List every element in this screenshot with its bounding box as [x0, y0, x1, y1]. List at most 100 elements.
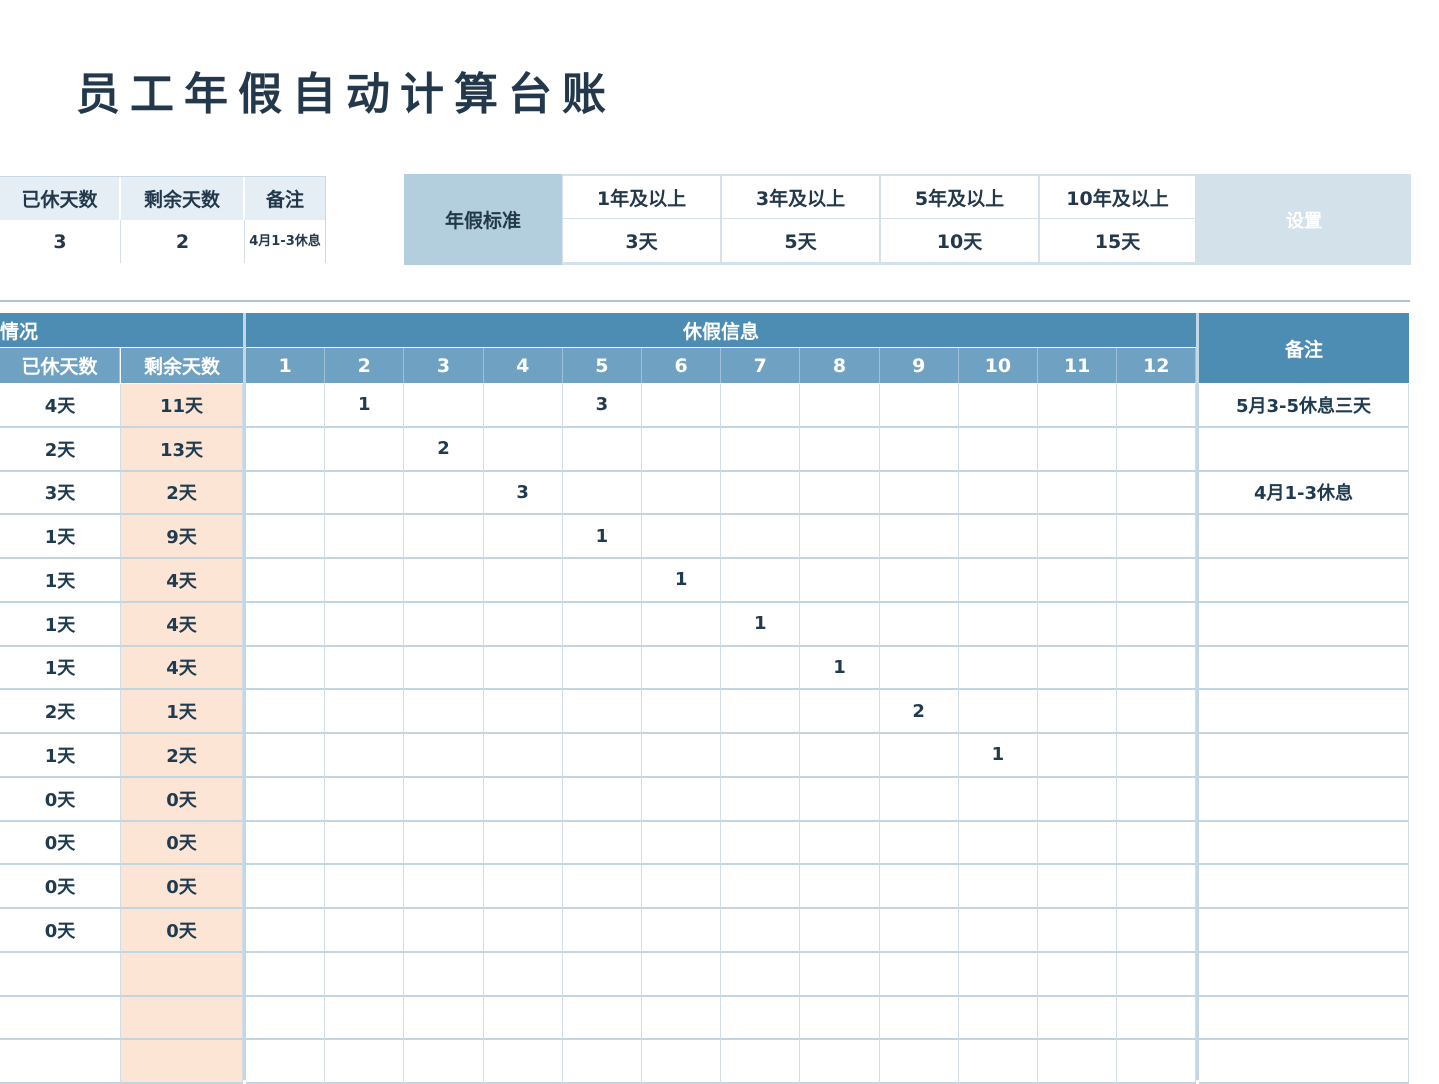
standard-level-1-days[interactable]: 3天	[563, 219, 721, 262]
month-cell[interactable]	[1117, 1040, 1197, 1084]
month-cell[interactable]	[404, 646, 484, 691]
month-cell[interactable]	[562, 996, 642, 1041]
used-days-cell[interactable]: 1天	[0, 602, 121, 647]
remaining-days-cell[interactable]: 4天	[121, 646, 243, 691]
month-cell[interactable]	[958, 471, 1038, 516]
standard-level-4-days[interactable]: 15天	[1040, 219, 1196, 262]
month-cell[interactable]	[246, 559, 326, 603]
month-cell[interactable]: 1	[325, 384, 405, 428]
used-days-cell[interactable]: 3天	[0, 471, 121, 516]
month-cell[interactable]	[483, 646, 563, 691]
month-cell[interactable]	[1038, 821, 1118, 866]
note-cell[interactable]	[1199, 865, 1409, 909]
month-cell[interactable]	[1117, 777, 1197, 822]
month-cell[interactable]	[1038, 734, 1118, 778]
month-cell[interactable]	[483, 602, 563, 647]
remaining-days-cell[interactable]: 11天	[121, 384, 243, 428]
month-cell[interactable]	[1038, 427, 1118, 472]
month-cell[interactable]	[562, 734, 642, 778]
month-cell[interactable]	[325, 821, 405, 866]
remaining-days-cell[interactable]	[121, 1040, 243, 1084]
month-cell[interactable]	[246, 471, 326, 516]
month-cell[interactable]	[562, 646, 642, 691]
used-days-cell[interactable]: 0天	[0, 909, 121, 953]
month-cell[interactable]	[642, 471, 722, 516]
month-cell[interactable]	[958, 427, 1038, 472]
month-cell[interactable]	[879, 646, 959, 691]
month-cell[interactable]	[800, 427, 880, 472]
month-cell[interactable]	[325, 559, 405, 603]
month-cell[interactable]	[483, 1040, 563, 1084]
month-cell[interactable]	[1117, 471, 1197, 516]
month-cell[interactable]: 1	[721, 602, 801, 647]
used-days-cell[interactable]	[0, 1040, 121, 1084]
remaining-days-cell[interactable]: 4天	[121, 559, 243, 603]
month-cell[interactable]	[1117, 690, 1197, 734]
month-cell[interactable]	[879, 952, 959, 997]
month-cell[interactable]	[1117, 865, 1197, 909]
month-cell[interactable]	[325, 471, 405, 516]
month-cell[interactable]	[246, 909, 326, 953]
month-cell[interactable]	[325, 602, 405, 647]
used-days-cell[interactable]: 1天	[0, 646, 121, 691]
month-cell[interactable]: 3	[483, 471, 563, 516]
month-cell[interactable]	[642, 909, 722, 953]
month-cell[interactable]	[1117, 515, 1197, 559]
month-cell[interactable]	[404, 821, 484, 866]
month-cell[interactable]	[404, 909, 484, 953]
month-cell[interactable]	[1038, 996, 1118, 1041]
month-cell[interactable]	[404, 384, 484, 428]
note-cell[interactable]: 5月3-5休息三天	[1199, 384, 1409, 428]
month-cell[interactable]	[721, 952, 801, 997]
month-cell[interactable]	[562, 559, 642, 603]
month-cell[interactable]	[1038, 471, 1118, 516]
month-cell[interactable]	[483, 777, 563, 822]
month-cell[interactable]	[800, 384, 880, 428]
month-cell[interactable]	[800, 734, 880, 778]
remaining-days-cell[interactable]: 2天	[121, 734, 243, 778]
month-cell[interactable]	[958, 559, 1038, 603]
used-days-cell[interactable]: 4天	[0, 384, 121, 428]
month-cell[interactable]	[246, 734, 326, 778]
month-cell[interactable]	[958, 1040, 1038, 1084]
month-cell[interactable]	[1117, 384, 1197, 428]
month-cell[interactable]	[879, 602, 959, 647]
month-cell[interactable]	[1038, 777, 1118, 822]
month-cell[interactable]	[404, 602, 484, 647]
month-cell[interactable]	[879, 384, 959, 428]
month-cell[interactable]	[958, 909, 1038, 953]
month-cell[interactable]	[879, 821, 959, 866]
month-cell[interactable]	[562, 821, 642, 866]
used-days-cell[interactable]: 1天	[0, 734, 121, 778]
note-cell[interactable]	[1199, 427, 1409, 472]
month-cell[interactable]: 1	[642, 559, 722, 603]
month-cell[interactable]	[721, 646, 801, 691]
month-cell[interactable]	[246, 646, 326, 691]
used-days-cell[interactable]: 1天	[0, 515, 121, 559]
month-cell[interactable]	[721, 471, 801, 516]
month-cell[interactable]	[958, 515, 1038, 559]
month-cell[interactable]	[1117, 427, 1197, 472]
month-cell[interactable]	[246, 996, 326, 1041]
standard-level-2-days[interactable]: 5天	[722, 219, 880, 262]
month-cell[interactable]	[721, 690, 801, 734]
month-cell[interactable]	[642, 602, 722, 647]
month-cell[interactable]	[1117, 602, 1197, 647]
note-cell[interactable]	[1199, 952, 1409, 997]
month-cell[interactable]	[800, 602, 880, 647]
standard-level-3-days[interactable]: 10天	[881, 219, 1039, 262]
remaining-days-cell[interactable]: 0天	[121, 777, 243, 822]
month-cell[interactable]	[1038, 559, 1118, 603]
summary-used-value[interactable]: 3	[0, 220, 121, 263]
month-cell[interactable]	[642, 777, 722, 822]
month-cell[interactable]	[879, 865, 959, 909]
month-cell[interactable]	[404, 515, 484, 559]
month-cell[interactable]	[1117, 909, 1197, 953]
month-cell[interactable]	[642, 384, 722, 428]
note-cell[interactable]	[1199, 646, 1409, 691]
month-cell[interactable]	[800, 865, 880, 909]
month-cell[interactable]	[721, 427, 801, 472]
note-cell[interactable]	[1199, 690, 1409, 734]
remaining-days-cell[interactable]: 1天	[121, 690, 243, 734]
month-cell[interactable]	[1117, 734, 1197, 778]
